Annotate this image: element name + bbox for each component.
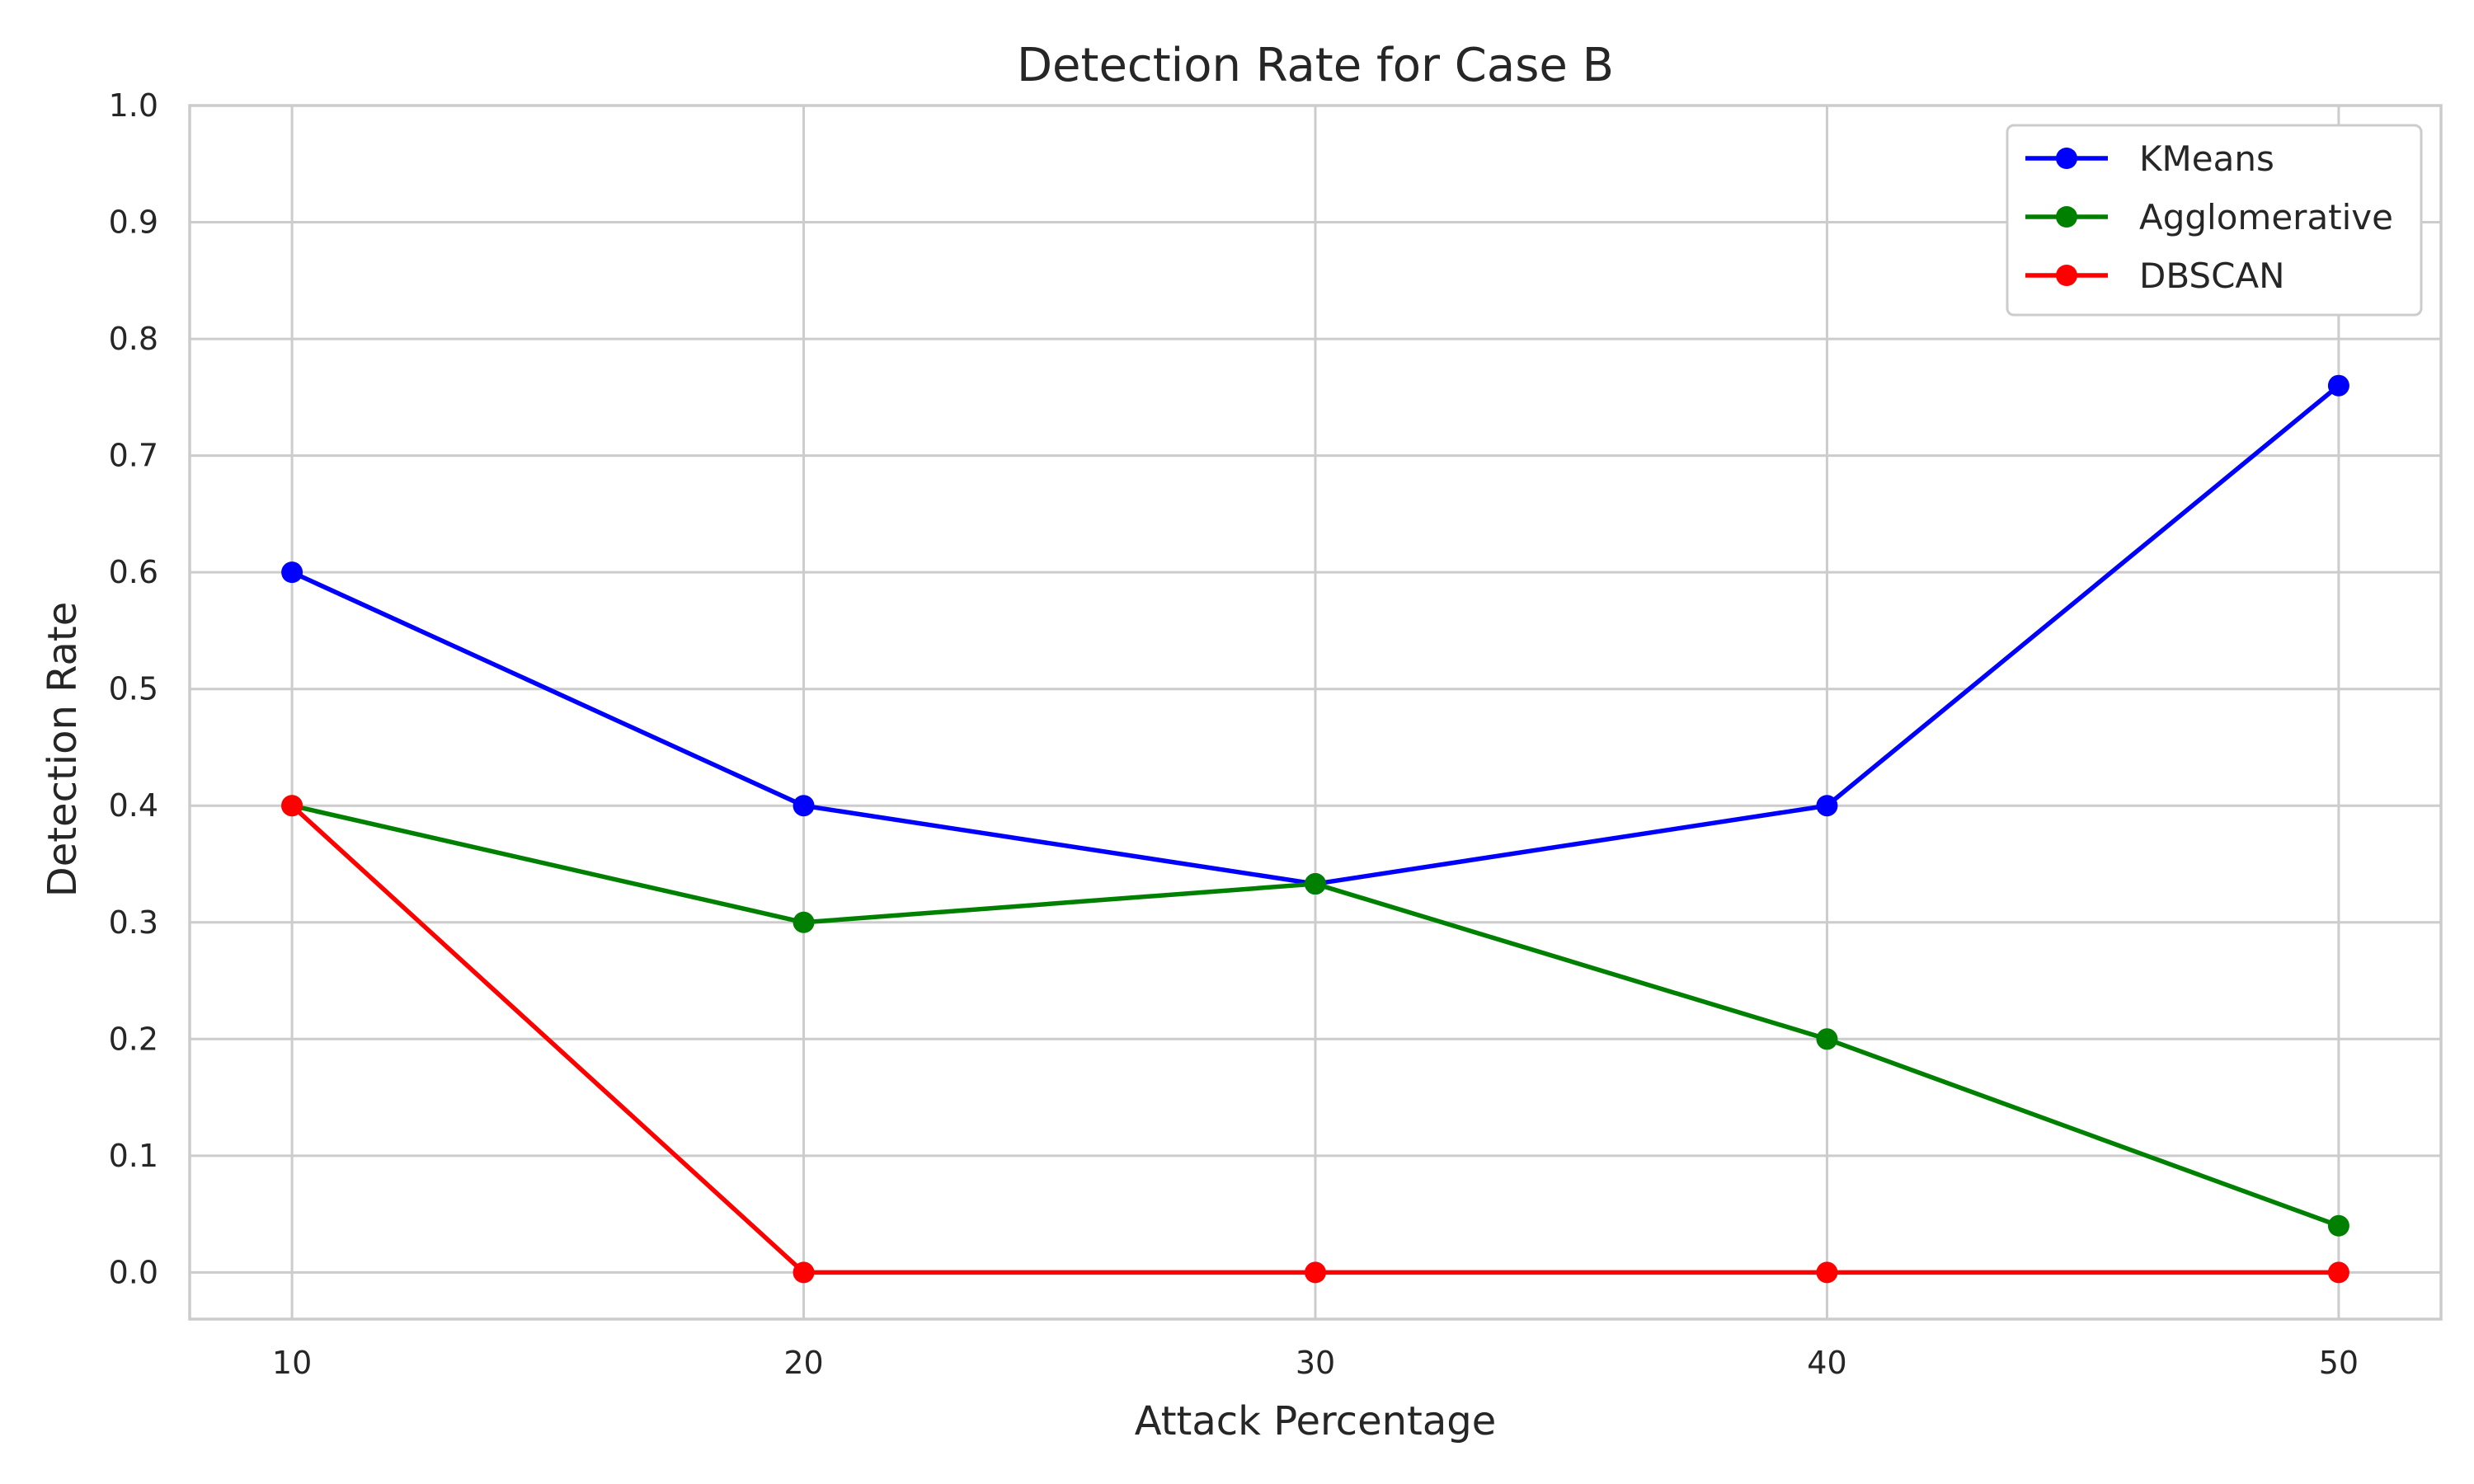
y-tick-label: 0.6 xyxy=(109,554,158,590)
series-dbscan xyxy=(281,795,2349,1284)
y-tick-label: 0.7 xyxy=(109,438,158,474)
data-point-dbscan xyxy=(281,795,303,817)
legend-marker-dbscan xyxy=(2056,265,2077,286)
data-point-dbscan xyxy=(1816,1261,1838,1284)
x-tick-label: 10 xyxy=(272,1345,312,1381)
data-point-kmeans xyxy=(793,795,815,817)
y-tick-label: 0.3 xyxy=(109,904,158,941)
legend-box xyxy=(2006,124,2423,317)
y-axis-label: Detection Rate xyxy=(40,602,86,898)
legend-label-dbscan: DBSCAN xyxy=(2139,256,2285,296)
legend-label-agglomerative: Agglomerative xyxy=(2139,197,2393,237)
x-tick-label: 50 xyxy=(2319,1345,2359,1381)
legend-marker-agglomerative xyxy=(2056,206,2077,228)
legend-item-kmeans: KMeans xyxy=(2025,139,2274,179)
x-tick-label: 20 xyxy=(783,1345,823,1381)
plot-frame xyxy=(188,104,2443,1321)
x-tick-label: 40 xyxy=(1807,1345,1846,1381)
x-axis-label: Attack Percentage xyxy=(1135,1398,1497,1444)
data-point-kmeans xyxy=(2327,374,2349,397)
y-tick-label: 0.0 xyxy=(109,1254,158,1290)
y-tick-label: 0.5 xyxy=(109,671,158,707)
legend-item-agglomerative: Agglomerative xyxy=(2025,197,2393,237)
y-tick-label: 0.4 xyxy=(109,787,158,824)
x-tick-label: 30 xyxy=(1296,1345,1335,1381)
data-point-agglomerative xyxy=(2327,1214,2349,1237)
y-tick-label: 0.9 xyxy=(109,204,158,241)
data-point-kmeans xyxy=(1816,795,1838,817)
y-tick-label: 0.1 xyxy=(109,1138,158,1174)
legend-marker-kmeans xyxy=(2056,148,2077,169)
legend: KMeans Agglomerative DBSCAN xyxy=(2006,124,2423,317)
legend-label-kmeans: KMeans xyxy=(2139,139,2274,179)
tick-labels: 0.0 0.1 0.2 0.3 0.4 0.5 0.6 0.7 0.8 0.9 1.0 10 20 30 4… xyxy=(109,87,2359,1381)
data-point-dbscan xyxy=(1305,1261,1326,1284)
data-point-dbscan xyxy=(2327,1261,2349,1284)
data-point-kmeans xyxy=(281,561,303,584)
data-point-dbscan xyxy=(793,1261,815,1284)
data-point-agglomerative xyxy=(793,911,815,933)
chart-title: Detection Rate for Case B xyxy=(1017,39,1614,92)
series-layer xyxy=(281,374,2349,1284)
data-point-agglomerative xyxy=(1305,873,1326,895)
y-tick-label: 0.8 xyxy=(109,321,158,357)
legend-item-dbscan: DBSCAN xyxy=(2025,256,2285,296)
data-point-agglomerative xyxy=(1816,1028,1838,1050)
y-tick-label: 0.2 xyxy=(109,1021,158,1057)
y-tick-label: 1.0 xyxy=(109,87,158,124)
